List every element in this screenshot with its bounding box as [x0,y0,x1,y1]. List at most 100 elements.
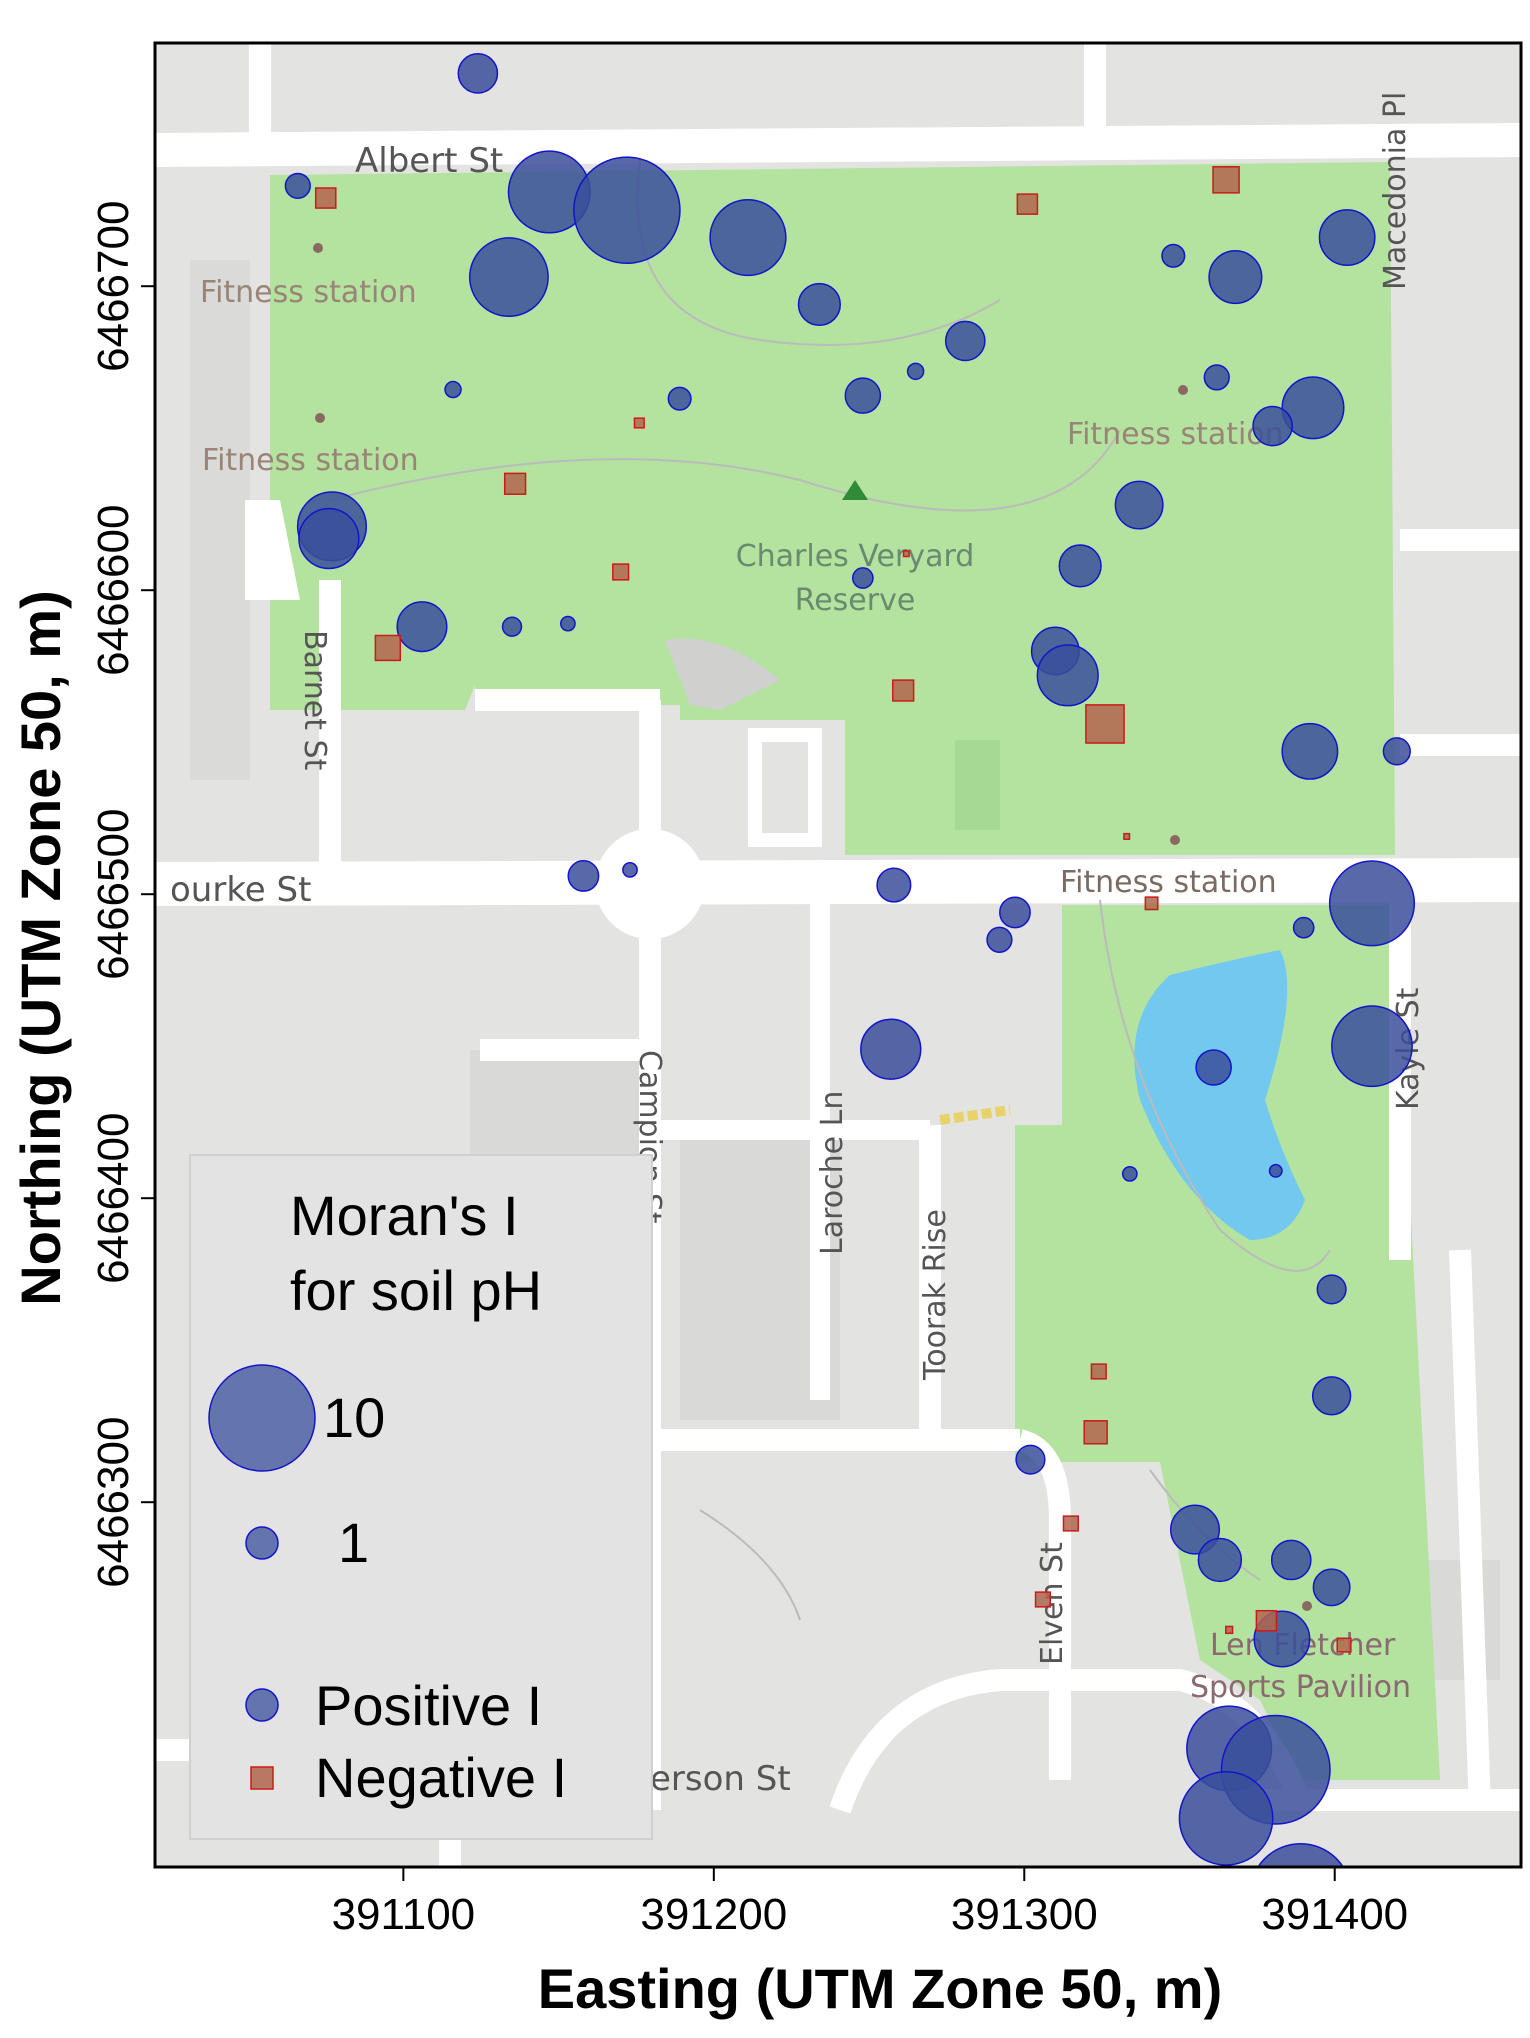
positive-i-point [1312,1568,1351,1607]
positive-i-point [1208,250,1263,305]
positive-i-point [1121,1165,1138,1182]
positive-i-point [444,380,462,399]
positive-i-point [1203,364,1230,391]
positive-i-point [567,860,600,892]
negative-i-point [612,563,630,581]
y-axis-title: Northing (UTM Zone 50, m) [9,590,72,1306]
positive-i-point [1058,544,1102,588]
map-label-albert-st: Albert St [355,141,503,181]
negative-i-point [1336,1637,1352,1653]
poi-dot [1178,385,1188,395]
positive-i-point [999,896,1031,929]
negative-i-point [1034,1591,1052,1608]
positive-i-point [944,320,986,362]
positive-i-point [1197,1537,1243,1583]
positive-i-point [906,362,925,381]
legend-size-large-symbol [208,1364,316,1472]
map-label-anderson-st: erson St [650,1759,791,1799]
positive-i-point [1178,1770,1274,1866]
positive-i-point [709,198,787,277]
negative-i-point [1212,165,1240,194]
positive-i-point [468,237,549,318]
poi-dot [1302,1601,1312,1611]
positive-i-point [1015,1444,1046,1475]
positive-i-point [1292,916,1315,939]
plot-frame [153,41,1523,1869]
legend: Moran's I for soil pH 10 1 Positive I Ne… [189,1154,653,1840]
x-tick-label: 391200 [640,1890,787,1939]
legend-positive-symbol [245,1688,279,1722]
positive-i-point [622,861,638,878]
car-park [245,500,300,600]
y-tick-label: 6466700 [89,201,138,372]
positive-i-point [1331,1005,1413,1088]
legend-size-small-symbol [245,1526,279,1560]
legend-title: for soil pH [290,1259,542,1322]
negative-i-point [1225,1625,1234,1635]
legend-box [189,1154,653,1840]
x-tick-label: 391400 [1261,1890,1408,1939]
positive-i-point [1382,737,1411,766]
legend-negative-symbol [250,1766,274,1790]
positive-i-point [284,172,311,200]
positive-i-point [667,386,692,411]
map-label-fitness-station: Fitness station [1060,865,1277,900]
negative-i-point [1255,1609,1278,1632]
negative-i-point [314,187,337,209]
negative-i-point [374,634,402,662]
negative-i-point [892,679,915,702]
positive-i-point [298,507,360,570]
positive-i-point [1161,243,1186,268]
poi-dot [313,243,323,253]
poi-dot [315,413,325,423]
negative-i-point [1090,1363,1107,1380]
building [665,638,780,710]
negative-i-point [1083,1420,1108,1445]
map-block [190,260,250,780]
park-north [270,162,1395,855]
data-markers [284,53,1416,1867]
positive-i-point [501,616,523,637]
legend-positive-label: Positive I [315,1674,542,1737]
map-label-fitness-station: Fitness station [202,443,419,478]
car-park [748,728,822,847]
positive-i-point [1195,1049,1232,1086]
park-south [1015,905,1440,1780]
negative-i-point [1062,1515,1079,1532]
positive-i-point [559,615,576,632]
positive-i-point [1328,860,1416,947]
positive-i-point [457,53,499,94]
positive-i-point [396,601,448,653]
negative-i-point [1085,704,1125,744]
y-tick-label: 6466500 [89,809,138,980]
y-tick-label: 6466300 [89,1417,138,1588]
map-label-bourke-st: ourke St [170,870,311,910]
negative-i-point [1016,193,1039,215]
negative-i-point [1144,896,1159,911]
y-tick-label: 6466600 [89,505,138,676]
positive-i-point [1257,1843,1345,1867]
map-label-macedonia-pl: Macedonia Pl [1378,92,1413,290]
positive-i-point [573,156,681,265]
map-label-toorak-rise: Toorak Rise [918,1209,953,1381]
map-label-fitness-station: Fitness station [1067,417,1284,452]
positive-i-point [1270,1539,1312,1581]
x-axis-ticks: 391100 391200 391300 391400 [332,1867,1408,1939]
positive-i-point [986,926,1013,953]
x-tick-label: 391100 [332,1890,476,1939]
legend-size-large-label: 10 [323,1386,385,1449]
y-tick-label: 6466400 [89,1113,138,1284]
x-tick-label: 391300 [951,1890,1098,1939]
positive-i-point [1252,405,1293,447]
positive-i-point [1281,722,1339,780]
negative-i-point [1123,832,1131,840]
positive-i-point [797,282,841,327]
negative-i-point [902,550,910,558]
positive-i-point [1318,209,1376,267]
tree-icon [842,480,868,500]
positive-i-point [876,867,912,903]
legend-title: Moran's I [290,1184,519,1247]
pitch [955,740,1000,830]
